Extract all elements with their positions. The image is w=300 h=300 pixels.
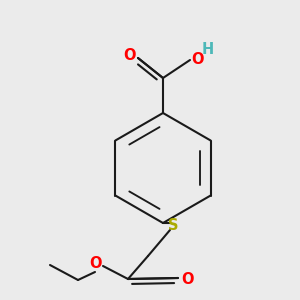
Text: S: S — [168, 218, 178, 232]
Text: H: H — [202, 43, 214, 58]
Text: O: O — [89, 256, 101, 272]
Text: O: O — [191, 52, 203, 68]
Text: O: O — [124, 47, 136, 62]
Text: O: O — [181, 272, 193, 286]
